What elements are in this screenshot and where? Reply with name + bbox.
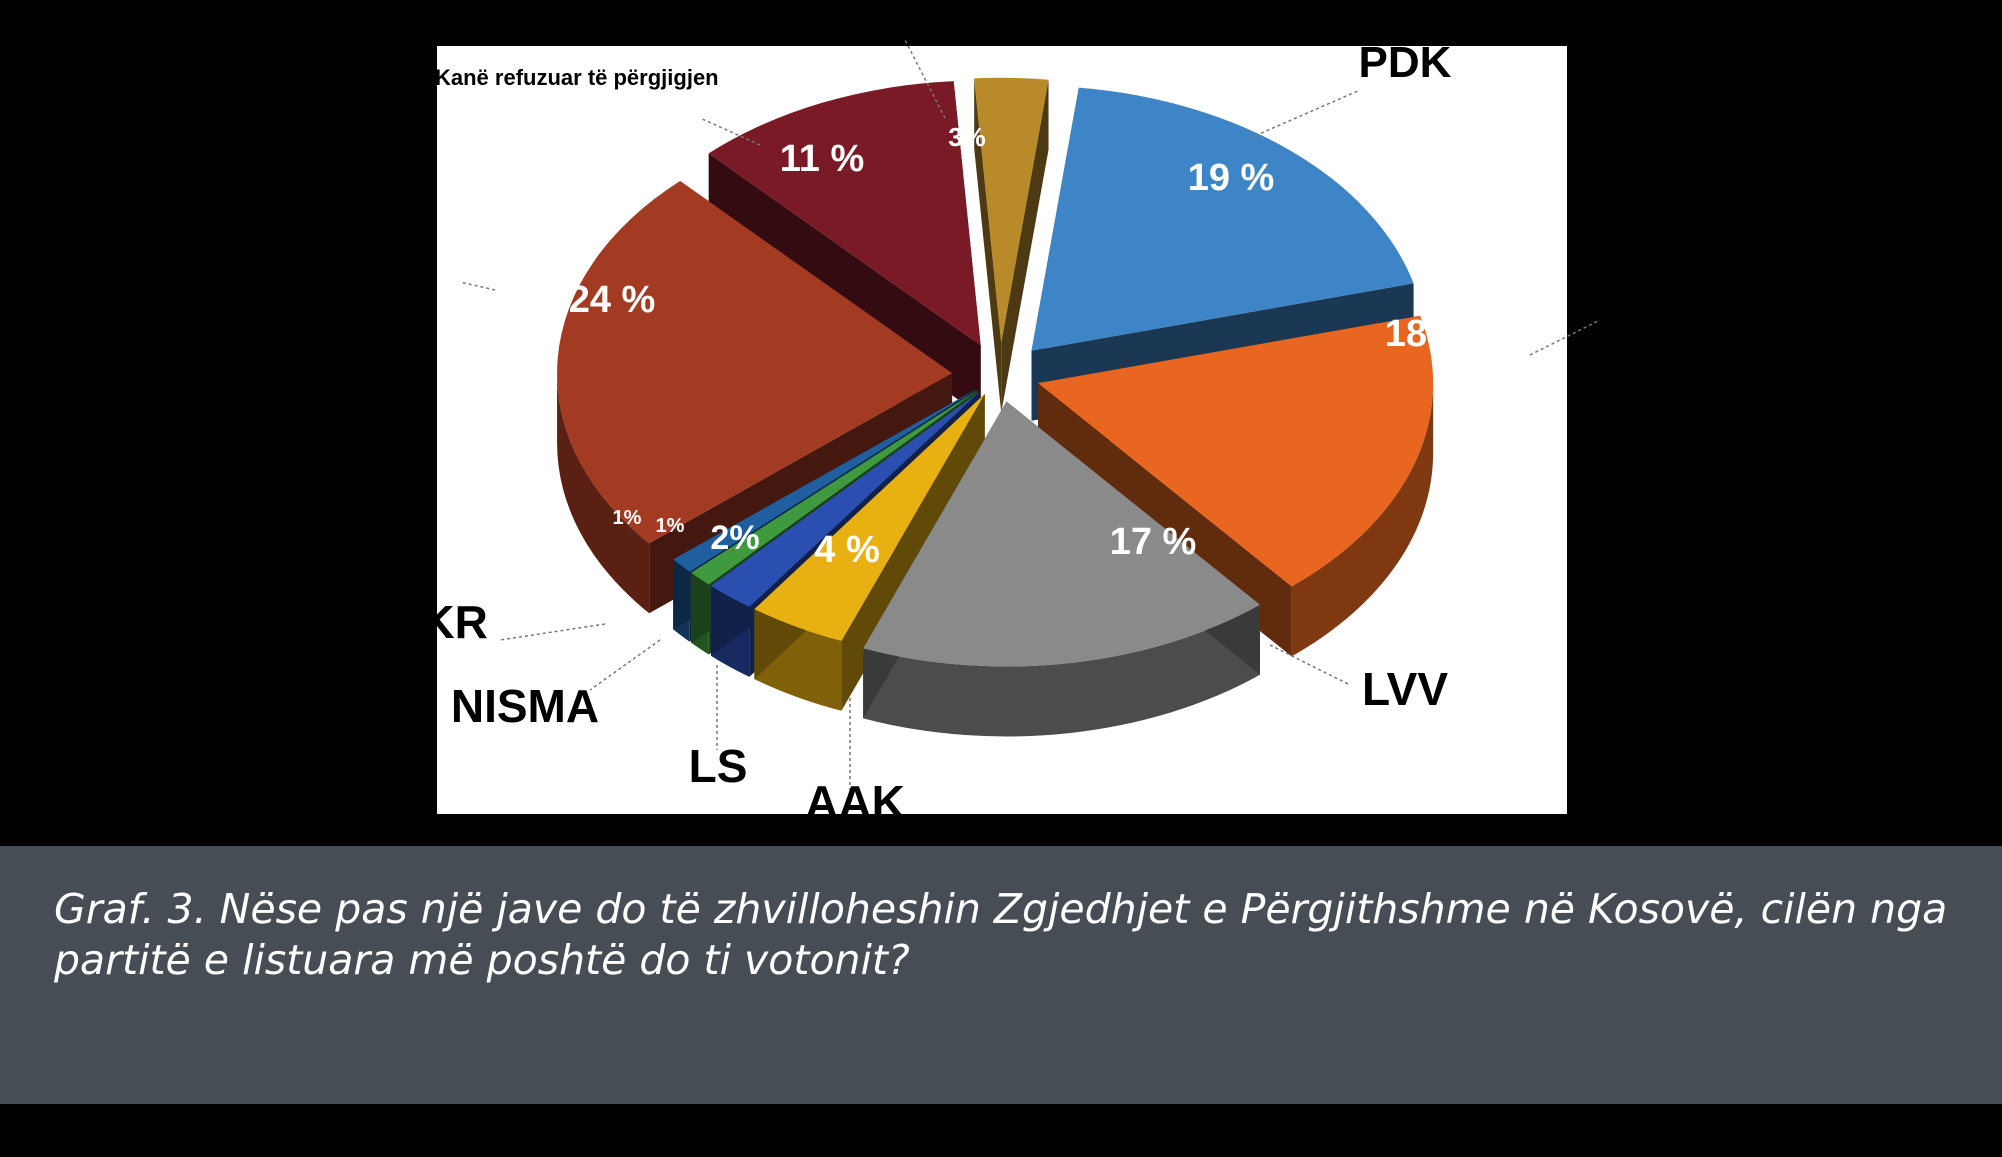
- leader-line-5: [589, 639, 661, 691]
- slice-value-1: 18 %: [1385, 313, 1472, 355]
- slice-5: [691, 390, 978, 585]
- slice-label-3: AAK: [805, 776, 905, 828]
- slice-3: [754, 393, 985, 641]
- slice-label-2: LVV: [1362, 663, 1448, 715]
- slice-4: [710, 391, 980, 607]
- caption-panel: Graf. 3. Nëse pas një jave do të zhvillo…: [0, 846, 2002, 1104]
- leader-line-0: [1249, 89, 1361, 139]
- leader-line-1: [1529, 319, 1601, 356]
- slice-label-4: LS: [689, 740, 748, 792]
- leader-line-8: [699, 117, 761, 146]
- slice-label-6: AKR: [388, 596, 488, 648]
- leader-line-7: [459, 281, 496, 291]
- slice-1: [1038, 315, 1434, 587]
- slice-value-9: 3%: [948, 122, 986, 152]
- slice-value-8: 11 %: [780, 138, 865, 180]
- slice-value-5: 1%: [656, 515, 685, 537]
- leader-line-6: [499, 623, 606, 641]
- slice-wall-2: [863, 604, 1260, 737]
- slice-0: [1031, 87, 1414, 351]
- chart-caption: Graf. 3. Nëse pas një jave do të zhvillo…: [54, 885, 1948, 984]
- slice-9: [974, 77, 1049, 343]
- slice-label-8: Kanë refuzuar të përgjigjen: [435, 65, 719, 90]
- slice-label-5: NISMA: [451, 680, 599, 732]
- leader-line-2: [1269, 644, 1351, 686]
- slice-value-2: 17 %: [1110, 521, 1197, 563]
- slice-value-6: 1%: [613, 507, 642, 529]
- slice-side-9-0: [974, 78, 1002, 413]
- slice-7: [557, 181, 953, 544]
- slice-value-4: 2%: [710, 519, 759, 557]
- slice-value-7: 24 %: [569, 279, 656, 321]
- leader-line-9: [904, 39, 946, 119]
- slice-label-0: PDK: [1359, 38, 1452, 87]
- slice-8: [708, 81, 981, 346]
- slice-6: [673, 389, 977, 572]
- slice-value-3: 4 %: [814, 529, 879, 571]
- slice-label-1: LDK: [1605, 269, 1696, 318]
- slice-wall-7: [557, 373, 650, 614]
- slice-2: [863, 401, 1260, 667]
- pie-tops: [557, 77, 1434, 667]
- slice-wall-1: [1291, 383, 1434, 657]
- slice-side-9-1: [1001, 79, 1049, 413]
- slice-value-0: 19 %: [1188, 157, 1275, 199]
